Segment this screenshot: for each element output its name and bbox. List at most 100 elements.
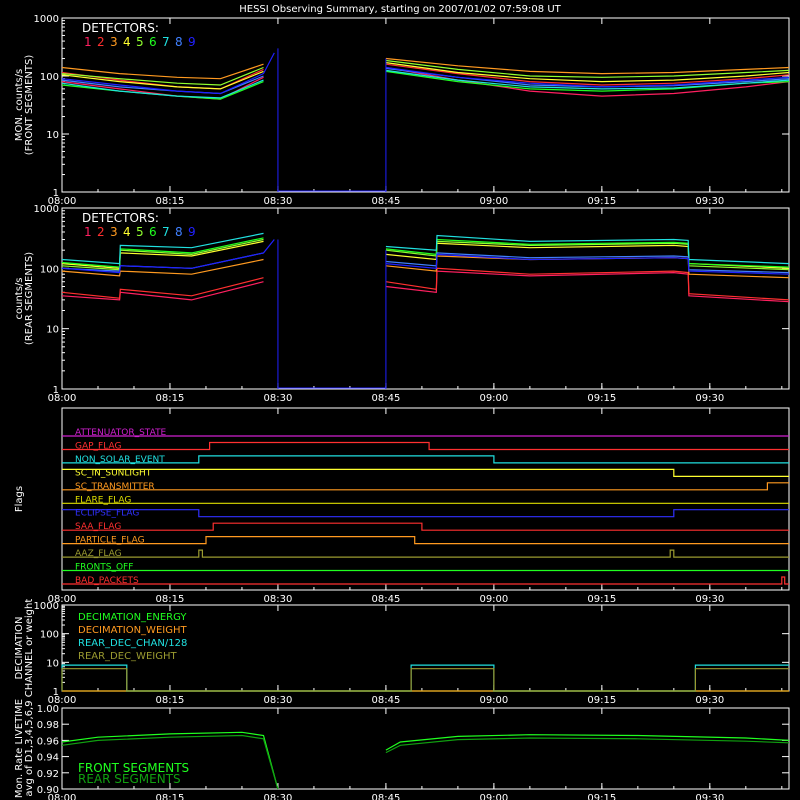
y-tick-label: 10 xyxy=(46,130,59,141)
series-rear-segments-line xyxy=(61,734,279,790)
y-axis-label: avg of D1,3,4,5,6,9 xyxy=(24,700,35,796)
flag-particle-flag-line xyxy=(62,535,789,545)
panel-1: 08:00 08:15 08:30 08:45 09:00 09:15 09:30 1 10 10… xyxy=(14,14,790,207)
y-tick-label: 1000 xyxy=(34,601,59,612)
y-axis-label: (REAR SEGMENTS) xyxy=(24,252,35,345)
y-tick-label: 100 xyxy=(40,72,59,83)
series-4-line xyxy=(385,62,790,83)
panel-5: 08:00 08:15 08:30 08:45 09:00 09:15 09:30 0.90 0… xyxy=(14,699,790,800)
flag-attenuator-state-label: ATTENUATOR_STATE xyxy=(75,428,167,438)
series-3-line xyxy=(61,63,264,80)
legend-entry-8: 8 xyxy=(175,35,183,49)
y-tick-label: 1 xyxy=(53,687,59,698)
series-9-line xyxy=(385,253,790,275)
series-9-line xyxy=(385,66,790,88)
legend-title: DETECTORS: xyxy=(82,211,159,225)
y-tick-label: 0.92 xyxy=(37,769,59,780)
y-axis-label: DECIMATION xyxy=(14,616,25,679)
series-3-line xyxy=(385,57,790,75)
series-front-segments-line xyxy=(61,731,279,790)
flag-eclipse-flag-label: ECLIPSE_FLAG xyxy=(75,509,139,519)
flag-saa-flag-label: SAA_FLAG xyxy=(75,522,121,532)
x-tick-label: 09:30 xyxy=(695,695,724,706)
flag-saa-flag-line xyxy=(62,522,789,531)
legend-entry-5: 5 xyxy=(136,35,144,49)
legend-entry-6: 6 xyxy=(149,225,157,239)
flag-sc-in-sunlight-line xyxy=(62,468,789,477)
x-tick-label: 08:30 xyxy=(264,594,293,605)
x-tick-label: 08:00 xyxy=(48,196,77,207)
flag-eclipse-flag-line xyxy=(62,509,789,518)
legend-entry-6: 6 xyxy=(149,35,157,49)
series-9-line xyxy=(61,239,275,274)
x-tick-label: 08:30 xyxy=(264,393,293,404)
x-tick-label: 09:15 xyxy=(587,594,616,605)
x-tick-label: 09:00 xyxy=(479,196,508,207)
panel-3: 08:00 08:15 08:30 08:45 09:00 09:15 09:30 Flags… xyxy=(14,407,790,605)
y-axis-label: (FRONT SEGMENTS) xyxy=(24,55,35,156)
panel-3-frame xyxy=(61,407,790,591)
legend-entry-3: 3 xyxy=(110,225,118,239)
y-tick-label: 1000 xyxy=(34,14,59,25)
flag-sc-in-sunlight-label: SC_IN_SUNLIGHT xyxy=(75,468,152,478)
y-axis-label: CHANNEL or weight xyxy=(24,599,35,698)
series-9-line xyxy=(61,52,275,95)
series-rear-dec-weight-line xyxy=(61,668,789,692)
x-tick-label: 08:00 xyxy=(48,393,77,404)
x-tick-label: 08:00 xyxy=(48,793,77,800)
legend-entry-3: 3 xyxy=(110,35,118,49)
series-4-line xyxy=(61,70,264,90)
x-tick-label: 09:15 xyxy=(587,196,616,207)
series-5-line xyxy=(385,59,790,78)
y-axis-label: counts/s xyxy=(14,277,25,319)
flag-flare-flag-label: FLARE_FLAG xyxy=(75,495,131,505)
y-tick-label: 1 xyxy=(53,188,59,199)
panel-2: 08:00 08:15 08:30 08:45 09:00 09:15 09:30 1 10 10… xyxy=(14,204,790,404)
y-tick-label: 0.96 xyxy=(37,736,59,747)
legend-entry-5: 5 xyxy=(136,225,144,239)
x-tick-label: 08:15 xyxy=(156,695,185,706)
y-tick-label: 100 xyxy=(40,630,59,641)
legend-entry-1: 1 xyxy=(84,35,92,49)
x-tick-label: 09:15 xyxy=(587,793,616,800)
x-tick-label: 09:00 xyxy=(479,695,508,706)
series-7-line xyxy=(61,79,264,99)
x-tick-label: 09:30 xyxy=(695,594,724,605)
legend-entry-decimation-energy: DECIMATION_ENERGY xyxy=(78,612,187,623)
x-tick-label: 08:15 xyxy=(156,393,185,404)
flag-bad-packets-label: BAD_PACKETS xyxy=(75,576,139,586)
x-tick-label: 08:15 xyxy=(156,793,185,800)
x-tick-label: 08:45 xyxy=(371,393,400,404)
x-tick-label: 08:45 xyxy=(371,695,400,706)
x-tick-label: 09:00 xyxy=(479,594,508,605)
y-tick-label: 1 xyxy=(53,385,59,396)
x-tick-label: 08:45 xyxy=(371,793,400,800)
x-tick-label: 08:30 xyxy=(264,196,293,207)
x-tick-label: 08:30 xyxy=(264,695,293,706)
flag-particle-flag-label: PARTICLE_FLAG xyxy=(75,536,145,546)
y-axis-label: Flags xyxy=(14,486,25,512)
x-tick-label: 09:30 xyxy=(695,393,724,404)
legend-entry-rear-dec-chan-128: REAR_DEC_CHAN/128 xyxy=(78,638,187,649)
flag-non-solar-event-line xyxy=(62,455,789,464)
y-tick-label: 0.90 xyxy=(37,785,59,796)
y-tick-label: 100 xyxy=(40,264,59,275)
panel-1-frame xyxy=(61,17,790,193)
legend-entry-2: 2 xyxy=(97,225,105,239)
x-tick-label: 09:15 xyxy=(587,695,616,706)
series-7-line xyxy=(385,69,790,90)
x-tick-label: 08:45 xyxy=(371,594,400,605)
flag-gap-flag-line xyxy=(62,441,789,451)
flag-bad-packets-line xyxy=(62,576,789,585)
x-tick-label: 09:30 xyxy=(695,196,724,207)
x-tick-label: 08:15 xyxy=(156,196,185,207)
x-tick-label: 08:45 xyxy=(371,196,400,207)
panel-5-frame xyxy=(61,707,790,790)
legend-entry-rear-dec-weight: REAR_DEC_WEIGHT xyxy=(78,651,177,662)
legend-entry-8: 8 xyxy=(175,225,183,239)
y-tick-label: 1.00 xyxy=(37,704,59,715)
flag-sc-transmitter-line xyxy=(62,482,789,491)
flag-fronts-off-label: FRONTS_OFF xyxy=(75,563,133,573)
